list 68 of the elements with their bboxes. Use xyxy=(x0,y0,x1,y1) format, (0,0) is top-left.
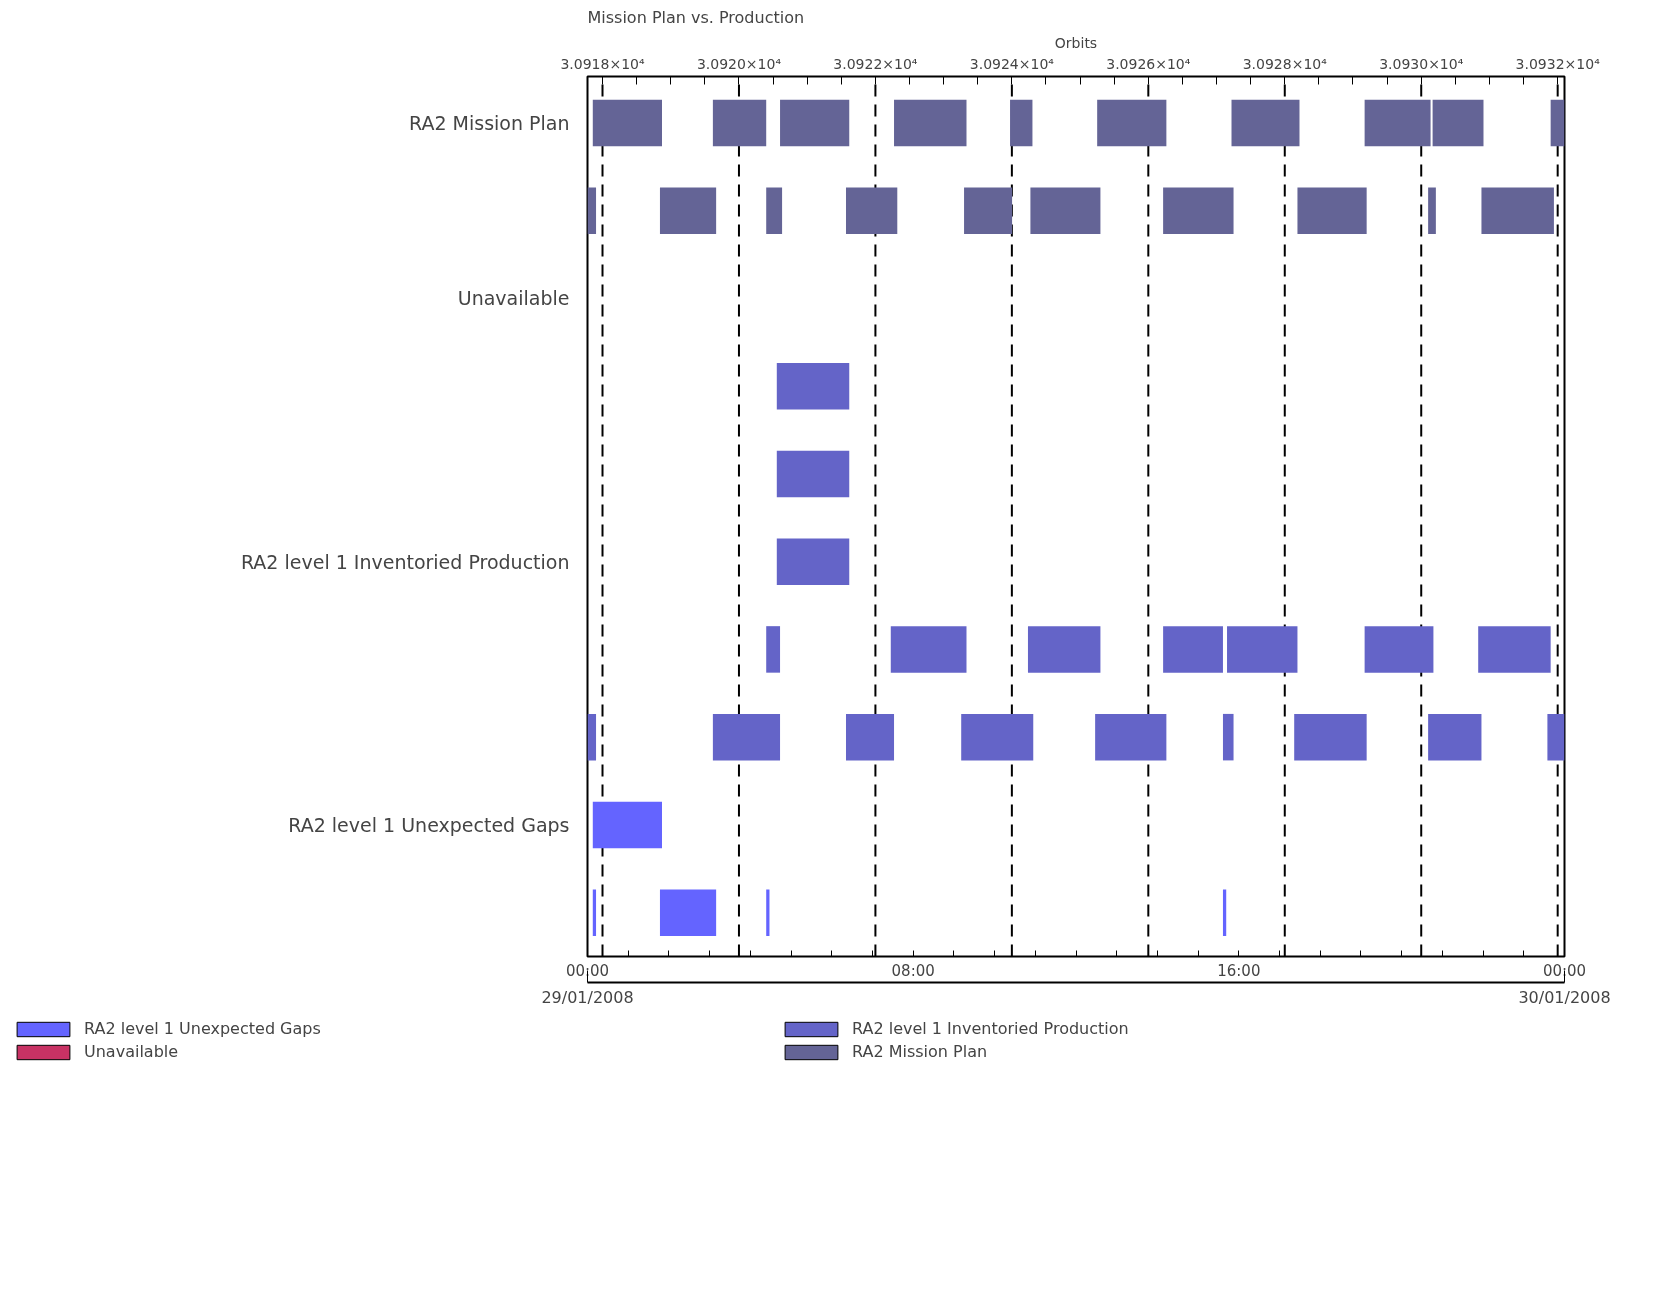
bar xyxy=(780,99,850,147)
bar xyxy=(1364,626,1434,673)
x2-tick-label: 3.0920×10⁴ xyxy=(696,55,782,72)
bar xyxy=(712,99,767,147)
x2-tick-label: 3.0928×10⁴ xyxy=(1242,55,1328,72)
bar xyxy=(712,713,781,761)
bar xyxy=(890,626,967,673)
bar xyxy=(766,889,770,936)
bar xyxy=(1163,626,1223,673)
y-tick-label: RA2 level 1 Unexpected Gaps xyxy=(288,813,570,836)
bar xyxy=(1550,99,1565,147)
x2-axis-title: Orbits xyxy=(1054,34,1098,51)
y-tick-label: RA2 level 1 Inventoried Production xyxy=(240,550,570,573)
bar xyxy=(592,801,662,849)
text: 29/01/2008 xyxy=(541,987,634,1007)
x-tick-label: 00:00 xyxy=(1542,961,1587,980)
bar xyxy=(1478,626,1551,673)
legend-label: RA2 Mission Plan xyxy=(852,1042,989,1061)
bar xyxy=(659,889,717,936)
text: 30/01/2008 xyxy=(1518,987,1611,1007)
bar xyxy=(1010,99,1033,147)
legend-label: Unavailable xyxy=(84,1042,180,1061)
bar xyxy=(1432,99,1484,147)
bar xyxy=(1297,187,1367,234)
bar xyxy=(964,187,1013,234)
x-tick-label: 08:00 xyxy=(891,961,935,980)
x2-tick-label: 3.0932×10⁴ xyxy=(1515,55,1601,72)
bar xyxy=(1227,626,1298,673)
bar xyxy=(776,538,850,585)
bar xyxy=(1095,713,1167,761)
x2-tick-label: 3.0924×10⁴ xyxy=(969,55,1055,72)
bar xyxy=(776,450,850,498)
bar xyxy=(1481,187,1554,234)
x2-tick-label: 3.0918×10⁴ xyxy=(560,55,645,72)
bar xyxy=(961,713,1034,761)
bar xyxy=(1547,713,1565,761)
bar xyxy=(659,187,717,234)
bar xyxy=(592,99,662,147)
bar xyxy=(846,187,898,234)
x-tick-label: 16:00 xyxy=(1217,961,1261,980)
bar xyxy=(894,99,967,147)
bar xyxy=(1231,99,1300,147)
bar xyxy=(1027,626,1101,673)
bar xyxy=(587,713,597,761)
x2-tick-label: 3.0922×10⁴ xyxy=(833,55,918,72)
bar xyxy=(766,626,781,673)
x-tick-label: 00:00 xyxy=(565,961,610,980)
bar xyxy=(776,362,850,410)
y-tick-label: Unavailable xyxy=(457,287,570,310)
bar xyxy=(592,889,597,936)
y-tick-label: RA2 Mission Plan xyxy=(409,112,570,134)
bar xyxy=(1222,889,1227,936)
bar xyxy=(846,713,895,761)
bar xyxy=(1428,187,1436,234)
x2-tick-label: 3.0930×10⁴ xyxy=(1379,55,1464,72)
legend-label: RA2 level 1 Unexpected Gaps xyxy=(84,1019,322,1038)
bar xyxy=(587,187,597,234)
bar xyxy=(1364,99,1431,147)
bar xyxy=(1294,713,1367,761)
legend-label: RA2 level 1 Inventoried Production xyxy=(852,1019,1130,1038)
bar xyxy=(1030,187,1101,234)
chart-title: Mission Plan vs. Production xyxy=(587,7,805,27)
x2-tick-label: 3.0926×10⁴ xyxy=(1106,55,1191,72)
bar xyxy=(1222,713,1234,761)
bar xyxy=(1097,99,1167,147)
bar xyxy=(1163,187,1234,234)
bar xyxy=(766,187,783,234)
bar xyxy=(1428,713,1482,761)
